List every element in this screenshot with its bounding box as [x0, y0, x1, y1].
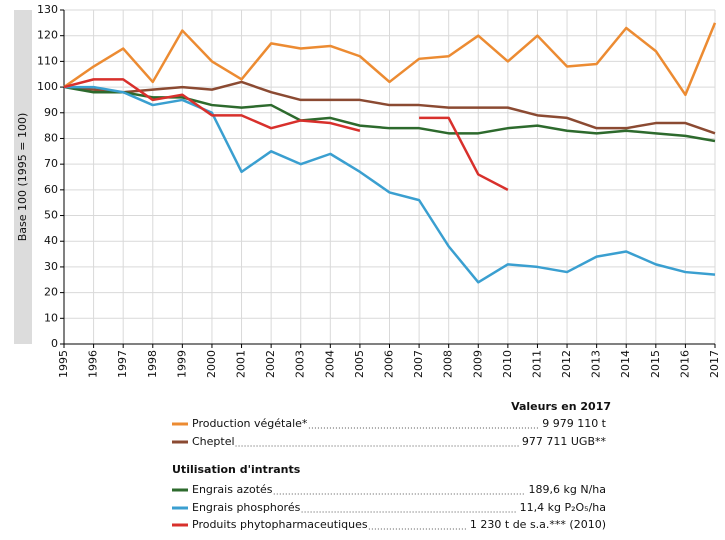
- x-tick-label: 2013: [590, 350, 603, 378]
- y-tick-label: 0: [51, 337, 58, 350]
- y-tick-label: 20: [44, 286, 58, 299]
- series-line: [63, 78, 509, 191]
- y-tick-label: 40: [44, 234, 58, 247]
- x-tick-label: 2014: [619, 350, 632, 378]
- x-tick-label: 2001: [235, 350, 248, 378]
- legend-label: Cheptel: [192, 435, 235, 448]
- y-label-band: [14, 10, 32, 344]
- x-tick-label: 1999: [175, 350, 188, 378]
- y-tick-label: 120: [37, 29, 58, 42]
- x-tick-label: 1996: [87, 350, 100, 378]
- x-tick-label: 2007: [412, 350, 425, 378]
- x-tick-label: 2015: [649, 350, 662, 378]
- legend-value: 11,4 kg P₂O₅/ha: [520, 501, 606, 514]
- y-tick-label: 100: [37, 80, 58, 93]
- legend-value: 1 230 t de s.a.*** (2010): [470, 518, 606, 531]
- y-tick-label: 90: [44, 106, 58, 119]
- y-tick-label: 50: [44, 209, 58, 222]
- legend-label: Produits phytopharmaceutiques: [192, 518, 368, 531]
- legend-value: 977 711 UGB**: [522, 435, 607, 448]
- x-tick-label: 1995: [57, 350, 70, 378]
- x-tick-label: 2008: [442, 350, 455, 378]
- legend-group-title: Utilisation d'intrants: [172, 463, 301, 476]
- y-tick-label: 60: [44, 183, 58, 196]
- y-axis-label: Base 100 (1995 = 100): [16, 113, 29, 242]
- series-line: [63, 80, 716, 135]
- series-line: [64, 85, 716, 284]
- x-tick-label: 2002: [264, 350, 277, 378]
- y-tick-label: 80: [44, 131, 58, 144]
- legend-value: 189,6 kg N/ha: [529, 483, 606, 496]
- legend-value: 9 979 110 t: [542, 417, 606, 430]
- x-tick-label: 2000: [205, 350, 218, 378]
- legend-title: Valeurs en 2017: [511, 400, 611, 413]
- x-tick-label: 2012: [560, 350, 573, 378]
- x-tick-label: 2011: [530, 350, 543, 378]
- x-tick-label: 2004: [323, 350, 336, 378]
- x-tick-label: 2016: [678, 350, 691, 378]
- x-tick-label: 2017: [708, 350, 721, 378]
- x-tick-label: 2005: [353, 350, 366, 378]
- legend-label: Engrais phosphorés: [192, 501, 301, 514]
- y-tick-label: 10: [44, 311, 58, 324]
- legend-label: Engrais azotés: [192, 483, 273, 496]
- y-tick-label: 110: [37, 54, 58, 67]
- series-line: [63, 22, 717, 97]
- y-tick-label: 130: [37, 3, 58, 16]
- y-tick-label: 30: [44, 260, 58, 273]
- x-tick-label: 2010: [501, 350, 514, 378]
- y-tick-label: 70: [44, 157, 58, 170]
- x-tick-label: 2003: [294, 350, 307, 378]
- x-tick-label: 1998: [146, 350, 159, 378]
- x-tick-label: 2009: [471, 350, 484, 378]
- x-tick-label: 1997: [116, 350, 129, 378]
- legend-label: Production végétale*: [192, 417, 308, 430]
- x-tick-label: 2006: [383, 350, 396, 378]
